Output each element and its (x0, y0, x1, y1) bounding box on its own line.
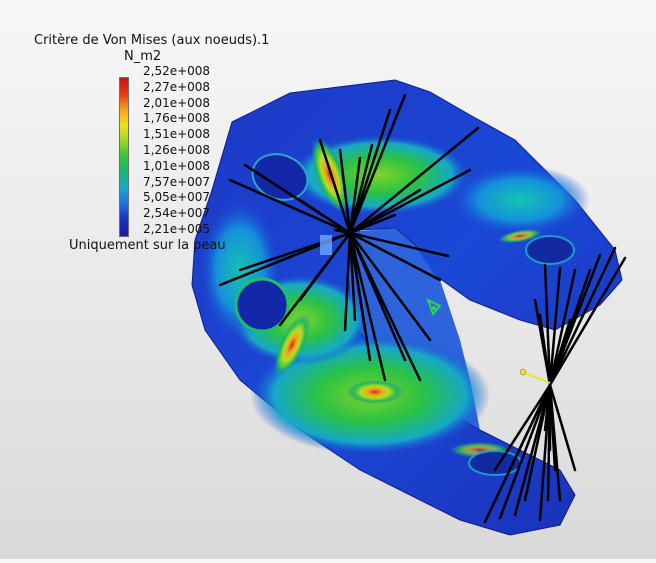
hole-left (234, 277, 290, 333)
coordinate-triad-icon[interactable] (426, 297, 442, 316)
legend-tick-label: 1,26e+008 (143, 143, 211, 157)
stress-legend[interactable]: Critère de Von Mises (aux noeuds).1 N_m2… (0, 0, 269, 260)
legend-tick-label: 2,01e+008 (143, 95, 211, 110)
legend-tick-values: 2,52e+008 2,27e+008 2,01e+008 1,76e+008 1,51… (143, 64, 233, 244)
legend-colorbar (119, 77, 129, 237)
legend-tick-label: 7,57e+007 (143, 174, 211, 189)
stress-zone-right (450, 165, 590, 235)
legend-title: Critère de Von Mises (aux noeuds).1 (34, 33, 270, 48)
legend-tick-label: 2,52e+008 (143, 64, 211, 78)
load-point-icon[interactable] (483, 246, 627, 524)
hotspot-right (498, 228, 542, 244)
legend-tick-label: 2,27e+008 (143, 79, 211, 94)
legend-tick-label: 1,01e+008 (143, 158, 211, 173)
legend-tick-label: 1,51e+008 (143, 127, 211, 142)
legend-tick-label: 1,76e+008 (143, 111, 211, 126)
legend-unit: N_m2 (124, 49, 162, 64)
fixture-restraint-icon[interactable] (218, 93, 480, 382)
legend-tick-label: 5,05e+007 (143, 190, 211, 205)
hole-right (525, 235, 575, 265)
hotspot-left (273, 313, 311, 377)
legend-note: Uniquement sur la peau (69, 238, 226, 253)
legend-tick-label: 2,54e+007 (143, 206, 211, 221)
hotspot-lower (347, 380, 403, 404)
legend-tick-label: 2,21e+005 (143, 222, 211, 236)
